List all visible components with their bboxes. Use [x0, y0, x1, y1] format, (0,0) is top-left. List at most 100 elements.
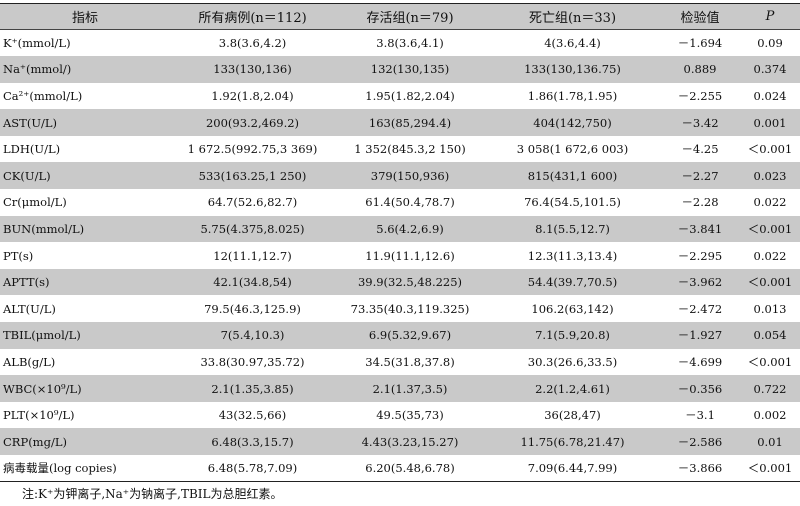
test-value-cell: －3.866 — [677, 461, 723, 476]
survival-cell: 6.9(5.32,9.67) — [368, 328, 452, 343]
test-value-cell: －3.962 — [677, 275, 723, 290]
indicator-cell: WBC(×10⁹/L) — [3, 381, 82, 396]
test-value-cell: －3.42 — [681, 115, 719, 130]
p-value-cell: 0.01 — [757, 434, 783, 449]
table-row: Na⁺(mmol/) 133(130,136) 132(130,135) 133(13… — [0, 56, 800, 83]
death-cell: 11.75(6.78,21.47) — [520, 434, 625, 449]
survival-cell: 49.5(35,73) — [376, 408, 444, 423]
test-value-cell: －0.356 — [677, 381, 723, 396]
table-footnote: 注:K⁺为钾离子,Na⁺为钠离子,TBIL为总胆红素。 — [22, 487, 283, 501]
p-value-cell: ＜0.001 — [747, 461, 793, 476]
p-value-cell: ＜0.001 — [747, 354, 793, 369]
death-cell: 3 058(1 672,6 003) — [516, 142, 629, 157]
survival-cell: 73.35(40.3,119.325) — [350, 301, 470, 316]
p-value-cell: 0.022 — [753, 195, 787, 210]
death-cell: 30.3(26.6,33.5) — [527, 354, 618, 369]
death-cell: 106.2(63,142) — [531, 301, 614, 316]
p-value-cell: ＜0.001 — [747, 142, 793, 157]
survival-cell: 163(85,294.4) — [368, 115, 452, 130]
p-value-cell: 0.722 — [753, 381, 787, 396]
all-cases-cell: 533(163.25,1 250) — [198, 168, 307, 183]
indicator-cell: ALB(g/L) — [3, 354, 56, 369]
table-header: 指标 所有病例(n＝112) 存活组(n＝79) 死亡组(n＝33) 检验值 P — [0, 3, 800, 30]
death-cell: 2.2(1.2,4.61) — [535, 381, 610, 396]
header-p-value: P — [765, 9, 775, 24]
test-value-cell: －2.28 — [681, 195, 719, 210]
survival-cell: 6.20(5.48,6.78) — [365, 461, 455, 476]
indicator-cell: TBIL(μmol/L) — [3, 328, 81, 343]
survival-cell: 5.6(4.2,6.9) — [376, 221, 444, 236]
p-value-cell: 0.374 — [753, 62, 787, 77]
indicator-cell: APTT(s) — [3, 275, 50, 290]
table-row: AST(U/L) 200(93.2,469.2) 163(85,294.4) 404(… — [0, 109, 800, 136]
survival-cell: 61.4(50.4,78.7) — [365, 195, 455, 210]
p-value-cell: 0.09 — [757, 36, 783, 51]
all-cases-cell: 3.8(3.6,4.2) — [218, 36, 287, 51]
header-death-group: 死亡组(n＝33) — [528, 11, 617, 26]
test-value-cell: －2.586 — [677, 434, 723, 449]
table-row: CRP(mg/L) 6.48(3.3,15.7) 4.43(3.23,15.27) 1… — [0, 428, 800, 455]
survival-cell: 39.9(32.5,48.225) — [357, 275, 463, 290]
test-value-cell: －2.472 — [677, 301, 723, 316]
survival-cell: 3.8(3.6,4.1) — [376, 36, 444, 51]
results-table-wrapper: 指标 所有病例(n＝112) 存活组(n＝79) 死亡组(n＝33) 检验值 P… — [0, 3, 800, 482]
all-cases-cell: 6.48(5.78,7.09) — [207, 461, 298, 476]
indicator-cell: ALT(U/L) — [3, 301, 56, 316]
death-cell: 4(3.6,4.4) — [544, 36, 601, 51]
survival-cell: 379(150,936) — [370, 168, 450, 183]
all-cases-cell: 12(11.1,12.7) — [213, 248, 292, 263]
survival-cell: 1.95(1.82,2.04) — [365, 88, 455, 103]
death-cell: 54.4(39.7,70.5) — [527, 275, 618, 290]
indicator-cell: AST(U/L) — [3, 115, 58, 130]
test-value-cell: －4.25 — [681, 142, 719, 157]
all-cases-cell: 64.7(52.6,82.7) — [207, 195, 298, 210]
indicator-cell: LDH(U/L) — [3, 142, 61, 157]
all-cases-cell: 42.1(34.8,54) — [213, 275, 292, 290]
header-test-value: 检验值 — [680, 11, 720, 26]
table-row: PLT(×10⁹/L) 43(32.5,66) 49.5(35,73) 36(28,4… — [0, 402, 800, 429]
test-value-cell: 0.889 — [683, 62, 717, 77]
all-cases-cell: 43(32.5,66) — [218, 408, 287, 423]
death-cell: 133(130,136.75) — [524, 62, 621, 77]
indicator-cell: Ca²⁺(mmol/L) — [3, 88, 83, 103]
table-row: LDH(U/L) 1 672.5(992.75,3 369) 1 352(845.3… — [0, 136, 800, 163]
p-value-cell: 0.013 — [753, 301, 787, 316]
p-value-cell: 0.023 — [753, 168, 787, 183]
table-row: CK(U/L) 533(163.25,1 250) 379(150,936) 815(… — [0, 162, 800, 190]
table-row: APTT(s) 42.1(34.8,54) 39.9(32.5,48.225) 54.… — [0, 268, 800, 296]
indicator-cell: CRP(mg/L) — [3, 434, 67, 449]
survival-cell: 11.9(11.1,12.6) — [365, 248, 455, 263]
header-row: 指标 所有病例(n＝112) 存活组(n＝79) 死亡组(n＝33) 检验值 P — [0, 3, 800, 30]
survival-cell: 4.43(3.23,15.27) — [361, 434, 459, 449]
test-value-cell: －3.1 — [685, 408, 715, 423]
death-cell: 7.09(6.44,7.99) — [527, 461, 618, 476]
survival-cell: 132(130,135) — [370, 62, 450, 77]
death-cell: 7.1(5.9,20.8) — [535, 328, 610, 343]
table-row: Ca²⁺(mmol/L) 1.92(1.8,2.04) 1.95(1.82,2.04… — [0, 83, 800, 110]
death-cell: 76.4(54.5,101.5) — [524, 195, 621, 210]
all-cases-cell: 2.1(1.35,3.85) — [211, 381, 294, 396]
table-row: BUN(mmol/L) 5.75(4.375,8.025) 5.6(4.2,6.9)… — [0, 215, 800, 243]
table-row: PT(s) 12(11.1,12.7) 11.9(11.1,12.6) 12.3(11… — [0, 242, 800, 269]
all-cases-cell: 5.75(4.375,8.025) — [200, 221, 305, 236]
lab-results-table: 指标 所有病例(n＝112) 存活组(n＝79) 死亡组(n＝33) 检验值 P… — [0, 3, 800, 482]
table-row: ALT(U/L) 79.5(46.3,125.9) 73.35(40.3,119.3… — [0, 295, 800, 322]
test-value-cell: －1.927 — [677, 328, 723, 343]
test-value-cell: －2.255 — [677, 88, 723, 103]
p-value-cell: 0.022 — [753, 248, 787, 263]
test-value-cell: －1.694 — [677, 36, 723, 51]
table-body: K⁺(mmol/L) 3.8(3.6,4.2) 3.8(3.6,4.1) 4(3.6,… — [0, 30, 800, 482]
death-cell: 8.1(5.5,12.7) — [535, 221, 610, 236]
table-row: K⁺(mmol/L) 3.8(3.6,4.2) 3.8(3.6,4.1) 4(3.6,… — [0, 30, 800, 57]
indicator-cell: PLT(×10⁹/L) — [3, 408, 75, 423]
table-row: ALB(g/L) 33.8(30.97,35.72) 34.5(31.8,37.8)… — [0, 349, 800, 376]
indicator-cell: BUN(mmol/L) — [3, 221, 85, 236]
all-cases-cell: 1.92(1.8,2.04) — [211, 88, 294, 103]
death-cell: 1.86(1.78,1.95) — [527, 88, 618, 103]
death-cell: 815(431,1 600) — [527, 168, 618, 183]
all-cases-cell: 79.5(46.3,125.9) — [204, 301, 301, 316]
survival-cell: 2.1(1.37,3.5) — [372, 381, 448, 396]
p-value-cell: ＜0.001 — [747, 275, 793, 290]
header-survival-group: 存活组(n＝79) — [366, 11, 454, 26]
p-value-cell: 0.054 — [753, 328, 787, 343]
